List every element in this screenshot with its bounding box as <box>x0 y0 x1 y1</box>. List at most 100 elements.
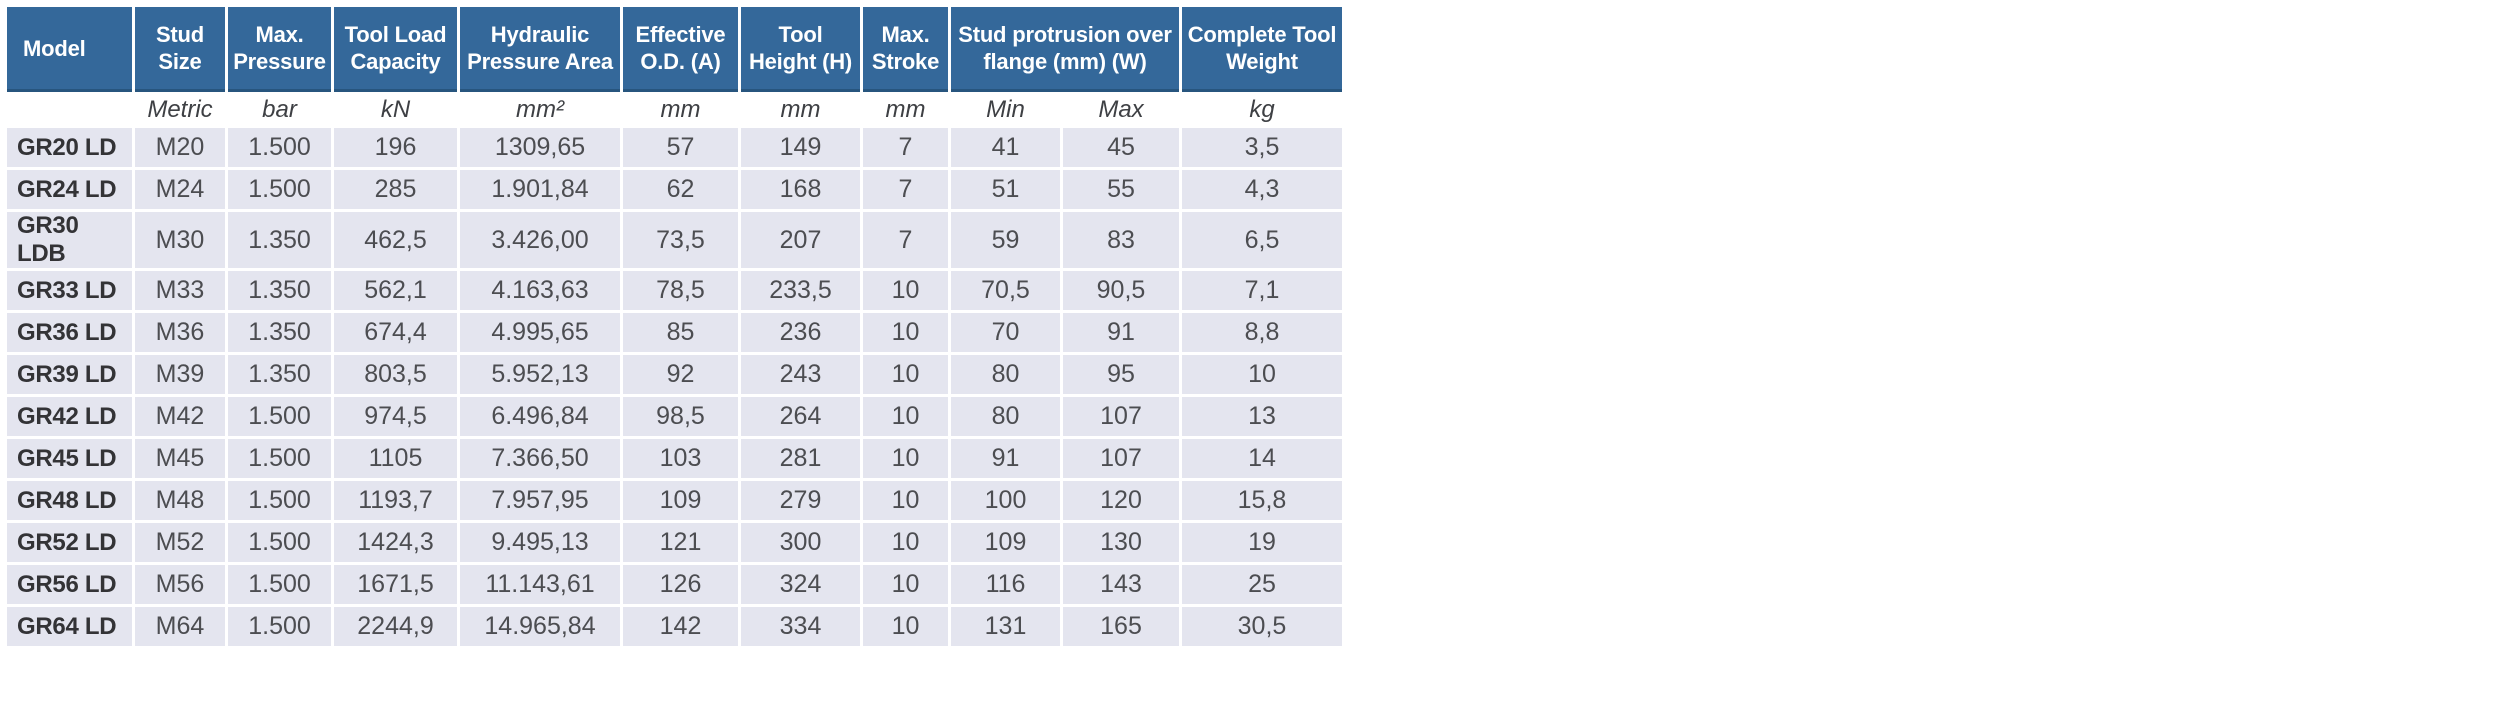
value-cell: 51 <box>951 170 1060 209</box>
value-cell: 6,5 <box>1182 212 1342 268</box>
value-cell: 59 <box>951 212 1060 268</box>
value-cell: 1.350 <box>228 355 331 394</box>
value-cell: 285 <box>334 170 457 209</box>
value-cell: 7 <box>863 128 948 167</box>
value-cell: 5.952,13 <box>460 355 620 394</box>
model-cell: GR48 LD <box>7 481 132 520</box>
value-cell: 45 <box>1063 128 1179 167</box>
value-cell: 120 <box>1063 481 1179 520</box>
unit-cell-min: Min <box>951 95 1060 125</box>
value-cell: M39 <box>135 355 225 394</box>
unit-cell-mm: mm <box>741 95 860 125</box>
tensioner-spec-table: Model Stud Size Max. Pressure Tool Load Cap… <box>4 4 1345 649</box>
value-cell: 73,5 <box>623 212 738 268</box>
value-cell: 10 <box>1182 355 1342 394</box>
unit-cell-empty <box>7 95 132 125</box>
value-cell: 149 <box>741 128 860 167</box>
value-cell: 7,1 <box>1182 271 1342 310</box>
column-header-max-pressure: Max. Pressure <box>228 7 331 92</box>
value-cell: 41 <box>951 128 1060 167</box>
value-cell: 462,5 <box>334 212 457 268</box>
value-cell: 80 <box>951 355 1060 394</box>
table-row: GR24 LD M24 1.500 285 1.901,84 62 168 7 51 55 4,3 <box>7 170 1342 209</box>
value-cell: 1.500 <box>228 523 331 562</box>
table-body: GR20 LD M20 1.500 196 1309,65 57 149 7 41 45 3,5 GR… <box>7 128 1342 646</box>
value-cell: 103 <box>623 439 738 478</box>
value-cell: 1105 <box>334 439 457 478</box>
value-cell: M52 <box>135 523 225 562</box>
unit-cell-kg: kg <box>1182 95 1342 125</box>
value-cell: 974,5 <box>334 397 457 436</box>
value-cell: 10 <box>863 523 948 562</box>
table-row: GR42 LD M42 1.500 974,5 6.496,84 98,5 264 10 80 1… <box>7 397 1342 436</box>
unit-cell-metric: Metric <box>135 95 225 125</box>
table-row: GR33 LD M33 1.350 562,1 4.163,63 78,5 233,5 10 7… <box>7 271 1342 310</box>
value-cell: 8,8 <box>1182 313 1342 352</box>
column-header-effective-o-d-a: Effective O.D. (A) <box>623 7 738 92</box>
unit-cell-kn: kN <box>334 95 457 125</box>
value-cell: 10 <box>863 565 948 604</box>
value-cell: 4.163,63 <box>460 271 620 310</box>
value-cell: 7.957,95 <box>460 481 620 520</box>
value-cell: 80 <box>951 397 1060 436</box>
value-cell: 6.496,84 <box>460 397 620 436</box>
table-row: GR39 LD M39 1.350 803,5 5.952,13 92 243 10 80 95 1… <box>7 355 1342 394</box>
value-cell: 142 <box>623 607 738 646</box>
model-cell: GR39 LD <box>7 355 132 394</box>
value-cell: M42 <box>135 397 225 436</box>
value-cell: 165 <box>1063 607 1179 646</box>
value-cell: 55 <box>1063 170 1179 209</box>
value-cell: 109 <box>951 523 1060 562</box>
value-cell: 11.143,61 <box>460 565 620 604</box>
value-cell: 233,5 <box>741 271 860 310</box>
table-header: Model Stud Size Max. Pressure Tool Load Cap… <box>7 7 1342 125</box>
value-cell: 130 <box>1063 523 1179 562</box>
value-cell: 264 <box>741 397 860 436</box>
value-cell: 62 <box>623 170 738 209</box>
value-cell: 9.495,13 <box>460 523 620 562</box>
value-cell: 168 <box>741 170 860 209</box>
value-cell: 143 <box>1063 565 1179 604</box>
model-cell: GR52 LD <box>7 523 132 562</box>
value-cell: 4.995,65 <box>460 313 620 352</box>
value-cell: 10 <box>863 481 948 520</box>
value-cell: 10 <box>863 439 948 478</box>
value-cell: 300 <box>741 523 860 562</box>
table-row: GR20 LD M20 1.500 196 1309,65 57 149 7 41 45 3,5 <box>7 128 1342 167</box>
value-cell: M24 <box>135 170 225 209</box>
value-cell: 7 <box>863 170 948 209</box>
value-cell: 15,8 <box>1182 481 1342 520</box>
column-header-hydraulic-pressure-area: Hydraulic Pressure Area <box>460 7 620 92</box>
value-cell: 243 <box>741 355 860 394</box>
value-cell: 95 <box>1063 355 1179 394</box>
model-cell: GR20 LD <box>7 128 132 167</box>
value-cell: M36 <box>135 313 225 352</box>
value-cell: 19 <box>1182 523 1342 562</box>
value-cell: 14.965,84 <box>460 607 620 646</box>
value-cell: 1.500 <box>228 439 331 478</box>
value-cell: 85 <box>623 313 738 352</box>
value-cell: M56 <box>135 565 225 604</box>
value-cell: 13 <box>1182 397 1342 436</box>
model-cell: GR45 LD <box>7 439 132 478</box>
value-cell: 107 <box>1063 439 1179 478</box>
unit-cell-mm: mm² <box>460 95 620 125</box>
value-cell: 10 <box>863 271 948 310</box>
value-cell: 91 <box>951 439 1060 478</box>
value-cell: M48 <box>135 481 225 520</box>
unit-cell-mm: mm <box>623 95 738 125</box>
value-cell: 1309,65 <box>460 128 620 167</box>
value-cell: 78,5 <box>623 271 738 310</box>
value-cell: 3,5 <box>1182 128 1342 167</box>
model-cell: GR24 LD <box>7 170 132 209</box>
value-cell: 281 <box>741 439 860 478</box>
column-header-stud-protrusion-over-flange-mm-w: Stud protrusion over flange (mm) (W) <box>951 7 1179 92</box>
value-cell: 674,4 <box>334 313 457 352</box>
value-cell: 324 <box>741 565 860 604</box>
model-cell: GR33 LD <box>7 271 132 310</box>
value-cell: 1.500 <box>228 397 331 436</box>
table-row: GR30 LDB M30 1.350 462,5 3.426,00 73,5 207 7 59 8… <box>7 212 1342 268</box>
model-cell: GR56 LD <box>7 565 132 604</box>
value-cell: 70 <box>951 313 1060 352</box>
unit-cell-bar: bar <box>228 95 331 125</box>
